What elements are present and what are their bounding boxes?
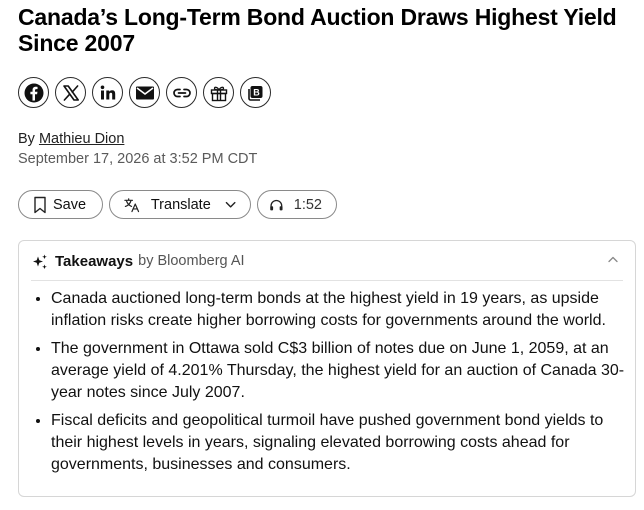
linkedin-icon [100,85,115,99]
listen-button[interactable]: 1:52 [257,190,337,219]
list-item: The government in Ottawa sold C$3 billio… [51,338,625,404]
sparkle-icon [33,254,47,270]
listen-duration: 1:52 [293,196,322,213]
headline: Canada’s Long-Term Bond Auction Draws Hi… [18,4,617,56]
takeaways-attribution: by Bloomberg AI [138,253,245,269]
takeaways-panel: Takeaways by Bloomberg AI Canada auction… [18,240,636,497]
email-icon [135,86,154,99]
translate-icon [124,197,140,212]
save-button[interactable]: Save [18,190,103,219]
headphones-icon [270,199,283,210]
svg-text:B: B [253,87,260,97]
facebook-icon [24,83,43,102]
gift-icon [210,86,227,101]
bloomberg-share-button[interactable]: B [240,77,271,108]
share-facebook-button[interactable] [18,77,49,108]
publish-timestamp: September 17, 2026 at 3:52 PM CDT [18,151,258,167]
gift-article-button[interactable] [203,77,234,108]
chevron-down-icon [225,201,236,208]
byline: By Mathieu Dion [18,131,124,147]
link-icon [172,88,191,97]
takeaways-header: Takeaways by Bloomberg AI [31,252,623,281]
translate-button[interactable]: Translate [109,190,251,219]
bookmark-icon [34,196,46,213]
x-icon [62,84,79,101]
author-link[interactable]: Mathieu Dion [38,131,125,147]
share-bar: B [18,77,271,108]
takeaways-list: Canada auctioned long-term bonds at the … [31,288,625,482]
list-item: Fiscal deficits and geopolitical turmoil… [51,410,625,476]
share-email-button[interactable] [129,77,160,108]
bloomberg-icon: B [247,85,262,101]
translate-label: Translate [150,196,211,213]
list-item: Canada auctioned long-term bonds at the … [51,288,625,332]
chevron-up-icon[interactable] [607,255,619,263]
byline-prefix: By [18,131,35,147]
save-label: Save [53,196,87,213]
takeaways-title: Takeaways [55,253,134,270]
share-linkedin-button[interactable] [92,77,123,108]
copy-link-button[interactable] [166,77,197,108]
share-x-button[interactable] [55,77,86,108]
article-actions: Save Translate 1:52 [18,190,337,219]
